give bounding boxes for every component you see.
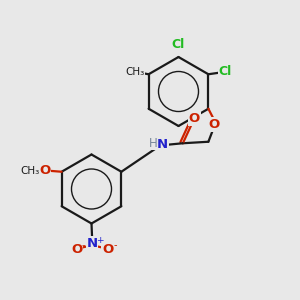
Text: CH₃: CH₃ — [125, 67, 145, 77]
Text: N: N — [157, 138, 168, 151]
Text: N: N — [86, 237, 98, 250]
Text: CH₃: CH₃ — [20, 166, 40, 176]
Text: O: O — [208, 118, 219, 131]
Text: O: O — [189, 112, 200, 125]
Text: -: - — [113, 240, 117, 250]
Text: O: O — [40, 164, 51, 177]
Text: H: H — [148, 137, 157, 150]
Text: Cl: Cl — [172, 38, 185, 51]
Text: -: - — [82, 240, 85, 250]
Text: Cl: Cl — [218, 65, 232, 78]
Text: O: O — [102, 243, 113, 256]
Text: +: + — [96, 236, 103, 245]
Text: O: O — [71, 243, 82, 256]
